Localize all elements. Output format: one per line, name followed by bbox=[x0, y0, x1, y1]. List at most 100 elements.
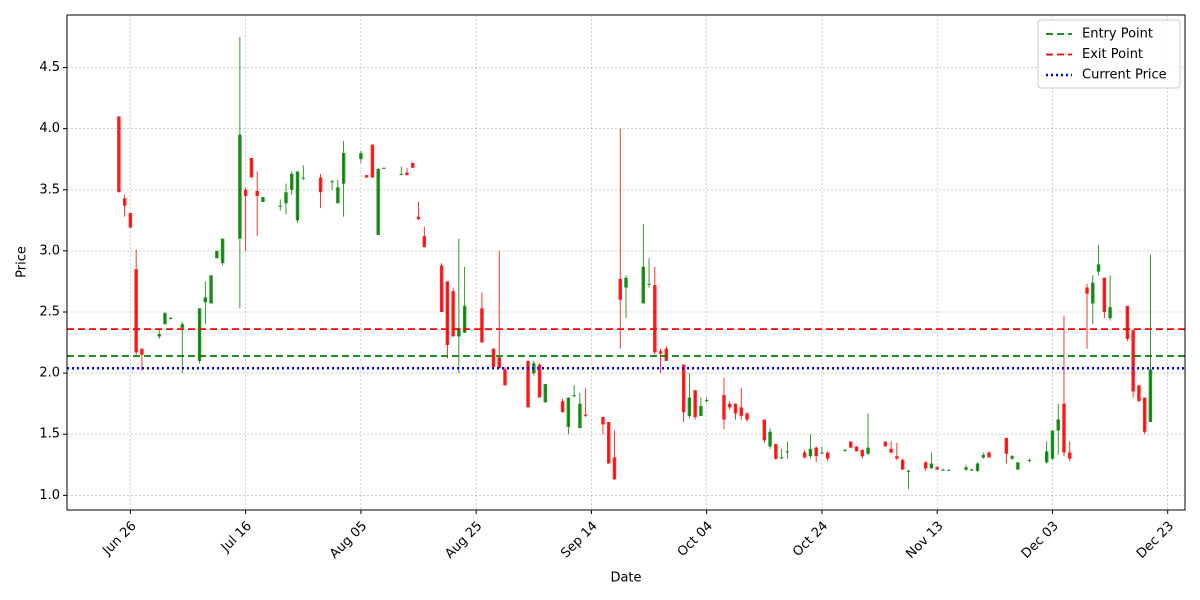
y-tick-label: 1.0 bbox=[39, 488, 60, 503]
candle-body bbox=[866, 447, 870, 454]
candle-body bbox=[728, 403, 732, 408]
candle-body bbox=[970, 469, 974, 471]
candle-body bbox=[785, 451, 790, 453]
candle-body bbox=[964, 467, 968, 470]
candle-body bbox=[157, 334, 161, 337]
candle-body bbox=[854, 446, 859, 452]
candle-body bbox=[359, 153, 363, 160]
candle-body bbox=[503, 369, 507, 386]
candle-body bbox=[618, 279, 622, 300]
candle-body bbox=[1056, 419, 1060, 431]
candle-body bbox=[583, 414, 588, 416]
candle-body bbox=[699, 406, 703, 416]
candle-body bbox=[802, 452, 807, 458]
candle-body bbox=[405, 172, 409, 176]
candle-body bbox=[1050, 430, 1055, 459]
candle-body bbox=[647, 283, 651, 285]
candle-body bbox=[883, 441, 888, 447]
candle-body bbox=[411, 162, 415, 168]
candle-body bbox=[681, 364, 686, 413]
candle-body bbox=[330, 181, 334, 183]
candle-body bbox=[814, 447, 818, 457]
candle-body bbox=[180, 324, 184, 328]
candle-body bbox=[606, 422, 611, 464]
candle-body bbox=[197, 308, 202, 361]
candle-body bbox=[906, 470, 911, 472]
candle-body bbox=[336, 187, 340, 204]
candle-body bbox=[215, 250, 219, 259]
candle-body bbox=[566, 397, 571, 427]
candle-body bbox=[261, 197, 265, 202]
candle-body bbox=[249, 158, 254, 178]
candle-body bbox=[860, 450, 865, 457]
candle-body bbox=[895, 456, 899, 459]
candle-body bbox=[301, 177, 306, 179]
y-tick-label: 2.0 bbox=[39, 366, 60, 381]
candle-body bbox=[382, 167, 386, 169]
candle-body bbox=[128, 213, 133, 228]
candle-body bbox=[1102, 277, 1107, 312]
candle-body bbox=[1148, 369, 1153, 422]
y-tick-label: 3.5 bbox=[39, 182, 60, 197]
candle-body bbox=[923, 462, 928, 469]
candle-body bbox=[704, 400, 709, 401]
candle-body bbox=[364, 175, 369, 178]
candle-body bbox=[1004, 437, 1009, 454]
y-tick-label: 4.0 bbox=[39, 121, 60, 136]
candle-body bbox=[220, 238, 225, 264]
candle-body bbox=[376, 169, 380, 235]
candle-body bbox=[1142, 397, 1147, 432]
candle-body bbox=[612, 457, 617, 480]
candle-body bbox=[1137, 385, 1141, 402]
candle-body bbox=[457, 327, 461, 337]
candle-body bbox=[722, 395, 726, 420]
candle-body bbox=[163, 313, 167, 325]
candle-body bbox=[243, 189, 248, 196]
candle-body bbox=[370, 144, 375, 178]
x-axis-label: Date bbox=[610, 571, 641, 586]
candle-body bbox=[808, 448, 813, 457]
candle-body bbox=[537, 364, 542, 398]
candle-body bbox=[693, 390, 697, 418]
candle-body bbox=[209, 275, 213, 304]
candle-body bbox=[117, 116, 121, 193]
y-tick-label: 1.5 bbox=[39, 427, 60, 442]
candle-body bbox=[601, 417, 605, 425]
candle-body bbox=[416, 216, 421, 220]
candle-body bbox=[820, 452, 824, 454]
candle-body bbox=[238, 134, 242, 239]
candle-body bbox=[981, 455, 986, 458]
candle-body bbox=[290, 173, 294, 190]
candle-body bbox=[1091, 282, 1095, 304]
candle-body bbox=[658, 351, 663, 354]
candle-body bbox=[284, 192, 288, 204]
candle-body bbox=[935, 467, 939, 470]
candle-body bbox=[1108, 307, 1112, 319]
candle-body bbox=[624, 277, 628, 288]
candle-body bbox=[526, 360, 530, 408]
candle-body bbox=[1125, 305, 1130, 339]
candle-body bbox=[1010, 456, 1014, 459]
candle-body bbox=[295, 171, 300, 221]
y-axis-label: Price bbox=[15, 246, 30, 278]
candle-body bbox=[578, 403, 582, 429]
legend-label: Entry Point bbox=[1082, 27, 1153, 42]
candle-body bbox=[843, 450, 847, 452]
candle-body bbox=[572, 395, 576, 397]
candle-body bbox=[825, 452, 830, 459]
candle-body bbox=[987, 452, 991, 458]
candle-body bbox=[779, 457, 784, 459]
y-tick-label: 3.0 bbox=[39, 243, 60, 258]
candle-body bbox=[849, 441, 853, 448]
candle-body bbox=[169, 318, 173, 320]
candle-body bbox=[140, 348, 144, 355]
candle-body bbox=[1044, 451, 1049, 463]
plot-frame bbox=[66, 14, 1186, 511]
candle-body bbox=[975, 463, 980, 471]
candle-body bbox=[929, 463, 934, 469]
candle-body bbox=[641, 266, 646, 304]
candle-body bbox=[889, 448, 893, 453]
candle-body bbox=[255, 191, 259, 196]
